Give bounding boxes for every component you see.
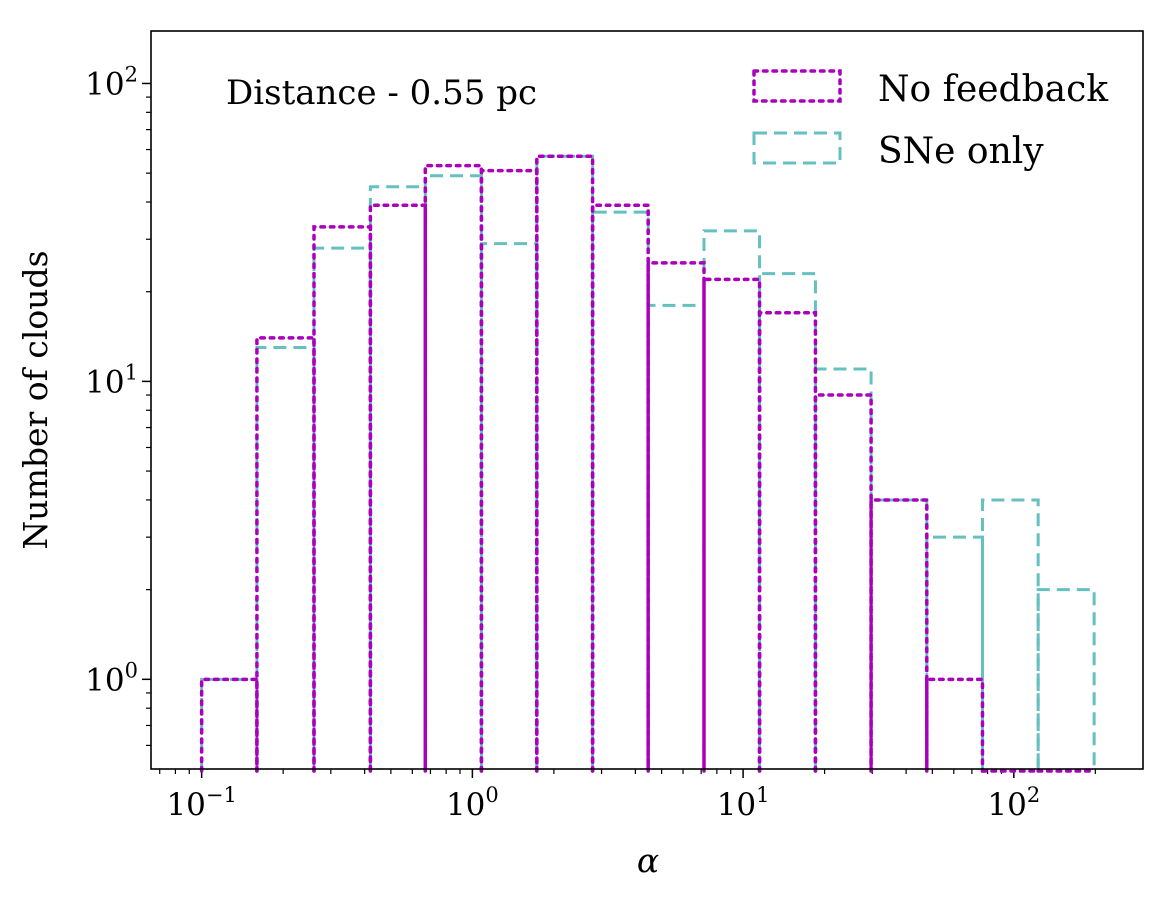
x-tick-label: 101 bbox=[717, 783, 770, 823]
histogram-bin-no-feedback bbox=[702, 277, 762, 773]
x-tick-label: 10−1 bbox=[166, 783, 236, 823]
series-no-feedback bbox=[199, 154, 1096, 773]
y-major-ticks: 100 101 102 bbox=[85, 62, 151, 698]
histogram-bin-no-feedback bbox=[813, 393, 873, 773]
histogram-bin-no-feedback bbox=[757, 310, 818, 773]
histogram-bin-no-feedback bbox=[869, 498, 929, 773]
y-tick-label: 101 bbox=[85, 360, 138, 400]
histogram-bin-sne-only bbox=[312, 246, 372, 771]
histogram-bin-no-feedback bbox=[646, 261, 706, 773]
histogram-bin-sne-only bbox=[255, 345, 316, 771]
y-minor-ticks bbox=[146, 96, 151, 747]
legend: No feedback SNe only bbox=[752, 69, 1109, 172]
y-axis-label: Number of clouds bbox=[16, 250, 55, 549]
histogram-bin-no-feedback bbox=[255, 336, 316, 773]
annotation: Distance - 0.55 pc bbox=[226, 73, 537, 113]
x-axis-label: α bbox=[637, 841, 659, 880]
histogram-bin-sne-only bbox=[591, 210, 650, 771]
histogram-bin-sne-only bbox=[758, 272, 817, 771]
x-minor-ticks bbox=[159, 769, 1096, 774]
histogram-bin-no-feedback bbox=[312, 225, 373, 773]
histogram-bin-sne-only bbox=[869, 498, 929, 771]
legend-swatch-sne-only bbox=[752, 131, 842, 165]
y-tick-label: 100 bbox=[85, 658, 138, 698]
legend-label-sne-only: SNe only bbox=[878, 131, 1044, 172]
x-major-ticks: 10−1 100 101 102 bbox=[166, 769, 1040, 823]
histogram-bin-sne-only bbox=[813, 367, 873, 771]
histogram-bin-sne-only bbox=[368, 185, 427, 771]
plot-frame bbox=[150, 30, 1144, 770]
histogram-bin-no-feedback bbox=[535, 154, 595, 773]
histogram-bin-sne-only bbox=[980, 498, 1040, 771]
histogram-bin-sne-only bbox=[925, 535, 984, 771]
histogram-bin-no-feedback bbox=[368, 203, 428, 773]
histogram-bin-sne-only bbox=[702, 229, 762, 771]
x-tick-label: 100 bbox=[446, 783, 499, 823]
histogram-bin-no-feedback bbox=[479, 168, 539, 773]
histogram-bin-sne-only bbox=[423, 174, 483, 771]
histogram-bin-sne-only bbox=[200, 677, 259, 771]
legend-swatch-no-feedback bbox=[752, 69, 842, 103]
histogram-bin-sne-only bbox=[646, 303, 706, 771]
histogram-bin-no-feedback bbox=[925, 677, 985, 773]
histogram-bin-sne-only bbox=[535, 154, 595, 771]
histogram-bin-no-feedback bbox=[423, 163, 484, 773]
legend-label-no-feedback: No feedback bbox=[878, 69, 1109, 110]
histogram-bin-no-feedback bbox=[199, 677, 259, 773]
histogram-bin-sne-only bbox=[1036, 588, 1096, 771]
histogram-bin-no-feedback bbox=[590, 203, 650, 773]
x-tick-label: 102 bbox=[987, 783, 1040, 823]
y-tick-label: 102 bbox=[85, 62, 138, 102]
histogram-bin-sne-only bbox=[479, 242, 539, 771]
